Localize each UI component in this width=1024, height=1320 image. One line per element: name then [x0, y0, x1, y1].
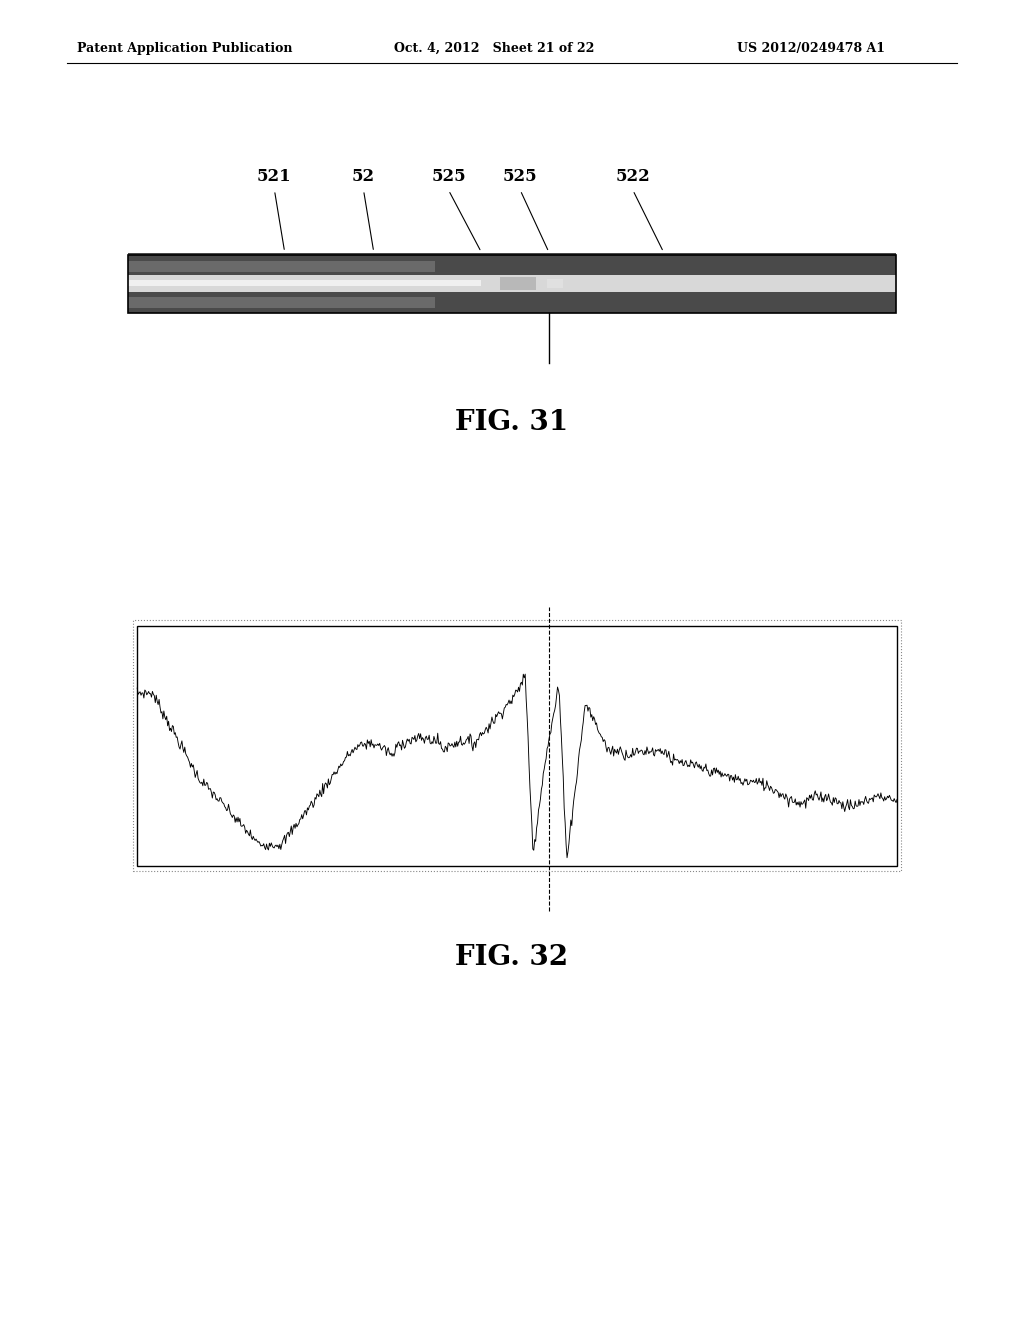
Text: Patent Application Publication: Patent Application Publication	[77, 42, 292, 55]
Text: 522: 522	[615, 168, 650, 185]
Text: Oct. 4, 2012   Sheet 21 of 22: Oct. 4, 2012 Sheet 21 of 22	[394, 42, 595, 55]
Bar	[137, 626, 897, 866]
Bar	[128, 275, 896, 292]
Text: 525: 525	[431, 168, 466, 185]
Text: 525: 525	[503, 168, 538, 185]
Bar	[128, 292, 896, 313]
Bar	[128, 253, 896, 275]
Text: 521: 521	[257, 168, 292, 185]
Text: 52: 52	[352, 168, 375, 185]
Bar	[547, 279, 563, 288]
Bar	[128, 261, 435, 272]
Bar	[128, 280, 481, 286]
Text: FIG. 31: FIG. 31	[456, 409, 568, 436]
Bar	[128, 255, 896, 313]
Text: US 2012/0249478 A1: US 2012/0249478 A1	[737, 42, 886, 55]
Bar	[500, 277, 536, 290]
Bar	[128, 297, 435, 308]
Bar	[133, 620, 901, 871]
Text: FIG. 32: FIG. 32	[456, 944, 568, 970]
